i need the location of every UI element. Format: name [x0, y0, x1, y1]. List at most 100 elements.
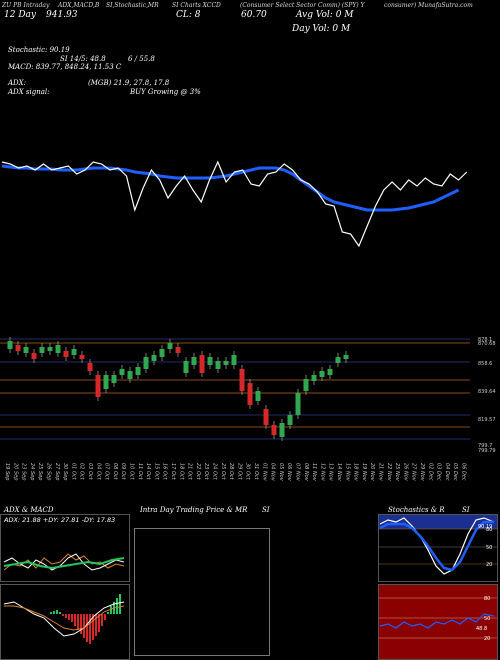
date-label: 29 Nov — [419, 463, 425, 482]
stoch-level-label-90: 90.19 — [478, 524, 492, 530]
date-label: 05 Dec — [452, 463, 458, 481]
candle-body — [95, 375, 101, 397]
date-label: 25 Sep — [37, 463, 43, 480]
avg-line — [1, 164, 460, 212]
avg-vol: Avg Vol: 0 M — [296, 10, 354, 20]
candle-body — [183, 361, 189, 373]
macd-bar — [98, 614, 100, 632]
date-label: 14 Oct — [145, 463, 151, 481]
candle-body — [247, 383, 253, 405]
candle-body — [167, 343, 173, 349]
macd-bar — [80, 614, 82, 634]
candle-body — [215, 361, 221, 369]
candlestick-chart: 878.1870.68858.6839.64819.57799.7799.79 … — [0, 337, 496, 482]
date-label: 30 Sep — [62, 463, 68, 480]
adx-line-white — [3, 553, 125, 571]
rsi-level-label-80: 80 — [484, 596, 490, 602]
macd-readout: MACD: 839.77, 848.24, 11.53 C — [8, 63, 122, 71]
price-line — [1, 160, 468, 248]
stoch-panel-title: Stochastics & R — [388, 506, 445, 514]
date-label: 15 Nov — [344, 463, 350, 482]
rsi-line — [379, 613, 495, 629]
header-part-3: SI,Stochastic,MR — [106, 2, 159, 9]
candle-body — [31, 353, 37, 359]
candle-body — [127, 371, 133, 379]
close-label: CL: 8 — [176, 10, 201, 20]
date-label: 02 Oct — [79, 463, 85, 481]
date-label: 03 Dec — [436, 463, 442, 481]
stochastic-panel: 90.19 80 50 20 — [378, 514, 498, 582]
date-label: 11 Oct — [137, 463, 143, 481]
date-label: 27 Sep — [54, 463, 60, 480]
macd-bar — [104, 614, 106, 620]
candle-body — [111, 375, 117, 383]
rsi-value-label: 48.8 — [476, 626, 487, 632]
date-label: 25 Nov — [394, 463, 400, 482]
macd-bar — [110, 606, 112, 614]
date-label: 04 Dec — [444, 463, 450, 481]
date-label: 01 Nov — [261, 463, 267, 482]
price-grid — [0, 338, 470, 440]
date-label: 22 Oct — [195, 463, 201, 481]
candle-body — [119, 369, 125, 375]
candle-body — [287, 415, 293, 425]
intraday-panel-title: Intra Day Trading Price & MR — [140, 506, 248, 514]
date-label: 28 Oct — [228, 463, 234, 481]
date-label: 04 Nov — [270, 463, 276, 482]
macd-bar — [53, 611, 55, 614]
adx-values: (MGB) 21.9, 27.8, 17.8 — [88, 79, 170, 87]
price-axis-label: 799.79 — [478, 448, 496, 454]
candle-body — [39, 347, 45, 353]
date-label: 27 Nov — [411, 463, 417, 482]
header-part-2: ADX,MACD,B — [58, 2, 100, 9]
candle-body — [271, 425, 277, 435]
stoch-level-label-20: 20 — [486, 562, 492, 568]
date-label: 22 Nov — [386, 463, 392, 482]
macd-bar — [101, 614, 103, 626]
si-value: SI 14/5: 48.8 — [60, 55, 106, 63]
intraday-panel — [134, 528, 270, 656]
si-readout: SI 14/5: 48.8 6 / 55.8 — [8, 55, 208, 64]
candle-body — [15, 345, 21, 351]
macd-bar — [89, 614, 91, 644]
price-row: 12 Day 941.93 CL: 8 60.70 Avg Vol: 0 M — [4, 10, 494, 24]
macd-panel — [0, 584, 130, 660]
macd-bar — [74, 614, 76, 626]
date-label: 08 Nov — [303, 463, 309, 482]
stoch-level-label-80: 80 — [486, 527, 492, 533]
date-label: 08 Oct — [112, 463, 118, 481]
date-label: 01 Oct — [70, 463, 76, 481]
date-label: 31 Oct — [253, 463, 259, 481]
macd-bar — [71, 614, 73, 622]
macd-bar — [62, 614, 64, 616]
date-label: 23 Sep — [21, 463, 27, 480]
candle-body — [63, 351, 69, 357]
stoch-k-line — [379, 517, 495, 575]
header-part-4: SI Charts XCCD — [172, 2, 221, 9]
candle-body — [223, 361, 229, 365]
adx-signal-label: ADX signal: — [8, 88, 50, 96]
macd-histogram — [50, 594, 121, 644]
candle-body — [87, 363, 93, 371]
date-label: 05 Nov — [278, 463, 284, 482]
candle-body — [239, 369, 245, 391]
candle-body — [47, 347, 53, 351]
date-label: 21 Nov — [378, 463, 384, 482]
rsi-level-label-50: 50 — [484, 616, 490, 622]
macd-bar — [68, 614, 70, 620]
candle-body — [327, 369, 333, 375]
macd-bar — [50, 612, 52, 614]
adx-label: ADX: — [8, 79, 27, 87]
header-part-6: consumer) MunafaSutra.com — [384, 2, 473, 9]
candle-body — [175, 347, 181, 353]
date-label: 26 Sep — [46, 463, 52, 480]
date-label: 18 Nov — [353, 463, 359, 482]
candle-body — [343, 355, 349, 359]
header-part-1: ZU PB Intraday — [2, 2, 50, 9]
stoch-si-label: SI — [462, 506, 470, 514]
macd-bar — [86, 614, 88, 642]
date-label: 13 Nov — [328, 463, 334, 482]
candle-body — [135, 367, 141, 375]
candle-body — [295, 393, 301, 415]
